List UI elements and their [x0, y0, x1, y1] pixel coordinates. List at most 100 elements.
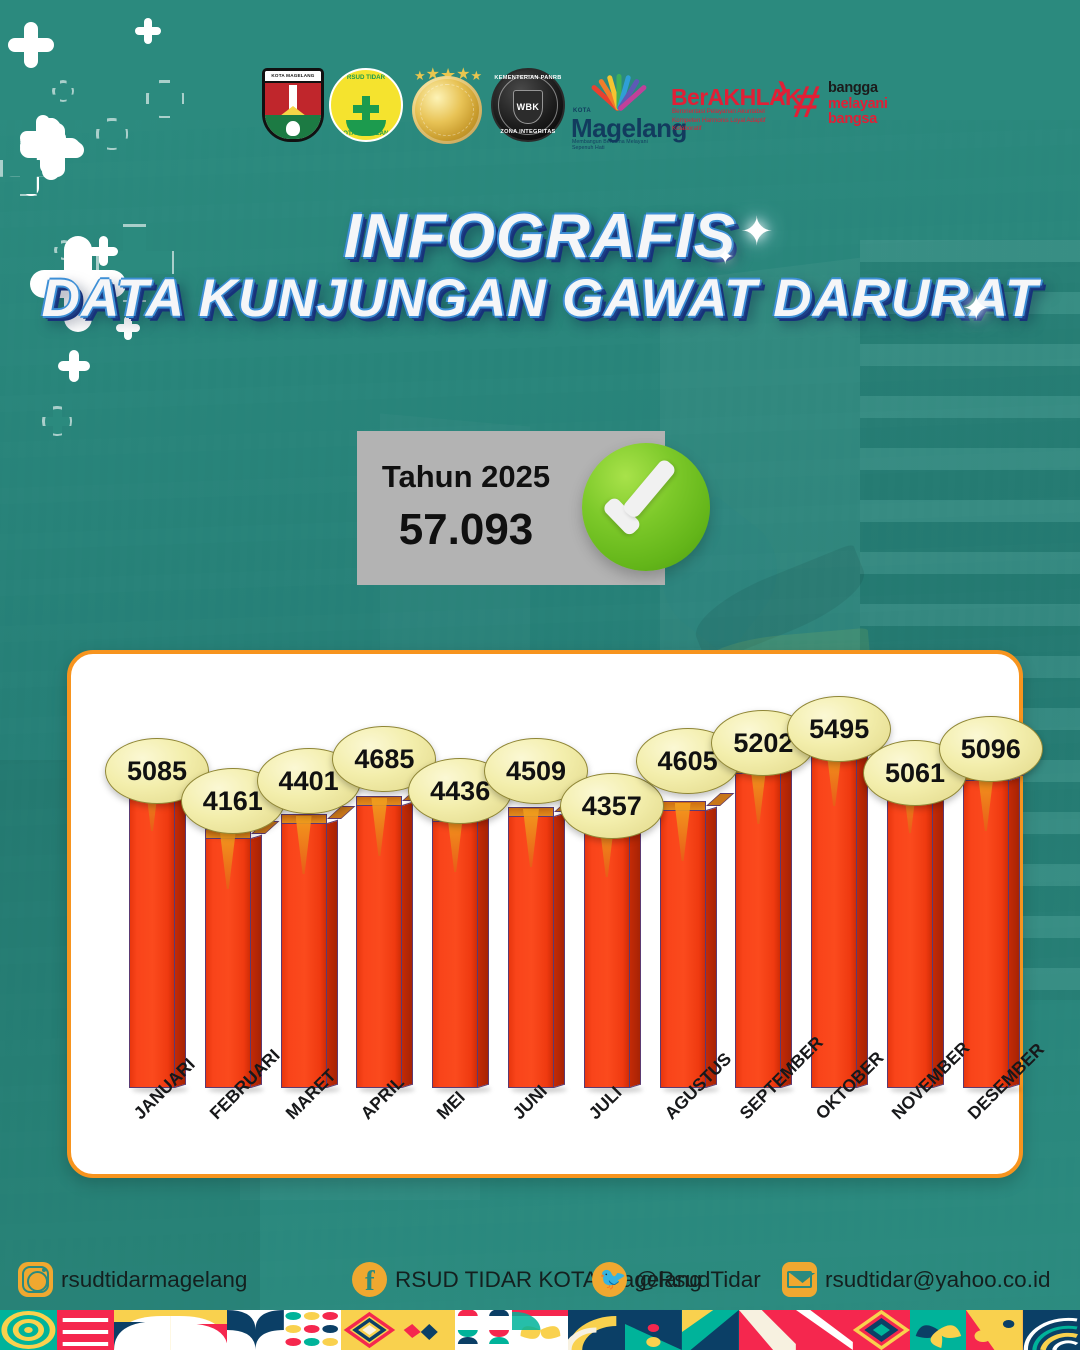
facebook-icon[interactable]: f — [352, 1262, 387, 1297]
shield-icon: WBK — [513, 90, 543, 124]
data-label-balloon: 5495 — [787, 696, 892, 762]
logo-wbk-zona-integritas: KEMENTERIAN PANRB WBK ZONA INTEGRITAS — [491, 68, 565, 142]
pattern-tile — [511, 1310, 569, 1350]
logo-kota-magelang-brand: KOTA Magelang Membangun Bersama Melayani… — [570, 62, 687, 151]
bar-3d — [811, 746, 871, 1093]
rsud-logo-top-text: RSUD TIDAR — [346, 74, 386, 81]
berakhlak-values: Berorientasi Pelayanan Akuntabel Kompete… — [672, 108, 766, 133]
title-line-2: DATA KUNJUNGAN GAWAT DARURAT — [41, 269, 1039, 329]
pattern-tile — [738, 1310, 796, 1350]
pattern-tile — [397, 1310, 455, 1350]
pattern-tile — [56, 1310, 114, 1350]
plus-icon — [88, 236, 118, 266]
page-title: INFOGRAFIS DATA KUNJUNGAN GAWAT DARURAT — [0, 205, 1080, 326]
bar-column — [356, 796, 416, 1093]
pattern-tile — [284, 1310, 342, 1350]
wbk-top-text: KEMENTERIAN PANRB — [494, 75, 562, 81]
sparkle-icon: ✦ — [716, 244, 735, 269]
bar-3d — [204, 829, 264, 1093]
hash-icon: # — [789, 76, 824, 127]
fan-burst-icon — [590, 66, 648, 112]
bangga-line-3: bangsa — [828, 111, 877, 127]
plus-icon — [135, 18, 161, 44]
footer-social-item[interactable]: rsudtidar@yahoo.co.id — [782, 1262, 1050, 1297]
footer-social-item[interactable]: 🐦 @RsudTidar — [592, 1262, 761, 1297]
plus-icon — [20, 118, 76, 174]
bar-column — [659, 801, 719, 1093]
footer-social-label: rsudtidar@yahoo.co.id — [825, 1266, 1051, 1292]
title-line-1: INFOGRAFIS — [343, 202, 737, 271]
pattern-tile — [909, 1310, 967, 1350]
data-label-balloon: 4685 — [332, 726, 437, 792]
bar-3d — [129, 771, 188, 1093]
berakhlak-wordmark: BerAKHLAK — [671, 84, 802, 110]
bar-3d — [887, 773, 946, 1093]
plus-icon — [58, 350, 90, 382]
twitter-icon[interactable]: 🐦 — [592, 1262, 627, 1297]
sparkle-icon: ✦ — [740, 210, 774, 254]
bar-column — [204, 829, 264, 1093]
bar-column — [735, 764, 795, 1093]
brand-kota-label: KOTA — [573, 108, 592, 114]
logo-kota-magelang-coat-of-arms: KOTA MAGELANG — [262, 68, 324, 142]
bar-3d — [659, 801, 719, 1093]
checkmark-icon — [601, 457, 686, 538]
plus-icon — [52, 80, 74, 102]
pattern-tile — [625, 1310, 683, 1350]
bar-3d — [356, 796, 416, 1093]
pattern-tile — [966, 1310, 1024, 1350]
decorative-pattern-strip — [0, 1310, 1080, 1350]
check-circle-icon — [582, 443, 710, 571]
email-icon[interactable] — [782, 1262, 817, 1297]
bangga-line-2: melayani — [828, 95, 888, 112]
pattern-tile — [113, 1310, 171, 1350]
pattern-tile — [341, 1310, 398, 1350]
stamp-year-label: Tahun 2025 — [381, 459, 551, 494]
bar-3d — [735, 764, 795, 1093]
brand-tagline: Membangun Bersama Melayani Sepenuh Hati — [572, 139, 648, 151]
pattern-tile — [568, 1310, 626, 1350]
bar-3d — [432, 812, 492, 1093]
pattern-tile — [682, 1310, 739, 1350]
data-label-balloon: 4357 — [559, 773, 664, 839]
plus-icon — [116, 316, 140, 340]
logo-strip: KOTA MAGELANG RSUD TIDAR KOTA MAGELANG ★… — [262, 56, 888, 154]
pattern-tile — [795, 1310, 853, 1350]
brand-city-name: Magelang — [571, 113, 687, 143]
bar-column — [811, 746, 871, 1093]
pattern-tile — [1023, 1310, 1080, 1350]
logo-berakhlak: BerAKHLAK ❯ Berorientasi Pelayanan Akunt… — [671, 72, 802, 138]
bar-column — [280, 814, 340, 1093]
footer-social-label: rsudtidarmagelang — [61, 1266, 248, 1292]
chart-card: 5085 4161 4401 4685 4436 4509 4357 4605 5202 5495… — [67, 650, 1048, 1178]
plus-icon — [30, 236, 126, 332]
bar-column — [962, 771, 1022, 1093]
pattern-tile — [0, 1310, 57, 1350]
bar-column — [432, 812, 492, 1093]
footer-social-label: RSUD TIDAR KOTA Magelang — [395, 1266, 702, 1292]
footer-social-bar: rsudtidarmagelang f RSUD TIDAR KOTA Magela… — [0, 1252, 1080, 1310]
instagram-icon[interactable] — [18, 1262, 53, 1297]
bar-chart: 5085 4161 4401 4685 4436 4509 4357 4605 5202 5495… — [93, 668, 1043, 1093]
medical-cross-icon — [353, 96, 379, 122]
data-label-balloon: 5085 — [105, 738, 209, 804]
data-label-balloon: 5096 — [938, 716, 1043, 782]
bar-3d — [962, 771, 1022, 1093]
bar-column — [508, 807, 567, 1093]
bar-column — [583, 817, 643, 1093]
bar-3d — [508, 807, 567, 1093]
wbk-bottom-text: ZONA INTEGRITAS — [500, 129, 556, 135]
pattern-tile — [227, 1310, 285, 1350]
bar-3d — [583, 817, 643, 1093]
stamp-total-value: 57.093 — [398, 505, 534, 554]
bar-series — [93, 668, 1022, 1093]
plus-icon — [42, 406, 72, 436]
footer-social-item[interactable]: f RSUD TIDAR KOTA Magelang — [352, 1262, 702, 1297]
bar-3d — [280, 814, 340, 1093]
pattern-tile — [170, 1310, 228, 1350]
bar-column — [887, 773, 946, 1093]
footer-social-item[interactable]: rsudtidarmagelang — [18, 1262, 247, 1297]
sparkle-icon: ✦ — [962, 290, 991, 328]
rsud-logo-bottom-text: KOTA MAGELANG — [338, 130, 394, 137]
logo-rsud-tidar: RSUD TIDAR KOTA MAGELANG — [329, 68, 403, 142]
